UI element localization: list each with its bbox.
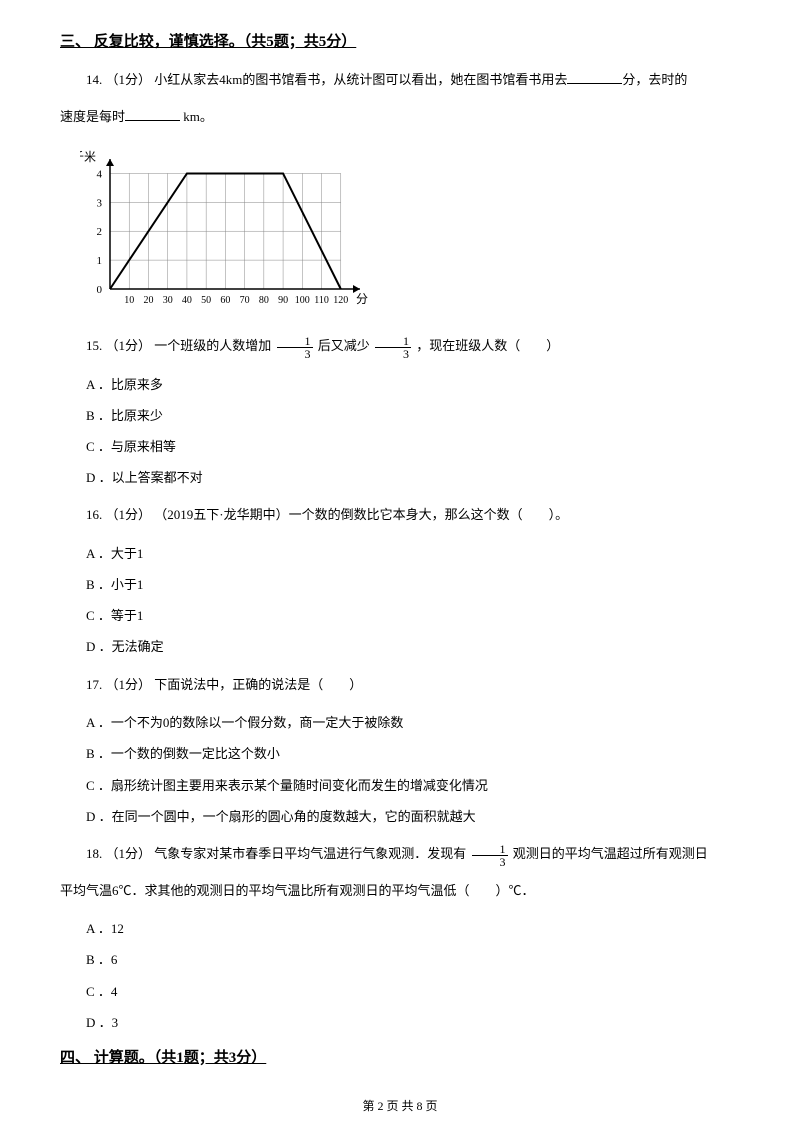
svg-text:100: 100 bbox=[295, 295, 310, 306]
q14-suffix: km。 bbox=[180, 109, 213, 124]
svg-text:80: 80 bbox=[259, 295, 269, 306]
q18-opt-a: A ．12 bbox=[86, 913, 740, 944]
svg-text:4: 4 bbox=[97, 169, 103, 181]
q16-opt-b: B ．小于1 bbox=[86, 569, 740, 600]
svg-text:2: 2 bbox=[97, 226, 103, 238]
q15-opt-b: B ．比原来少 bbox=[86, 400, 740, 431]
svg-text:40: 40 bbox=[182, 295, 192, 306]
svg-text:0: 0 bbox=[97, 284, 103, 296]
q15-opt-a: A ．比原来多 bbox=[86, 369, 740, 400]
q15-mid: 后又减少 bbox=[315, 338, 374, 353]
q14-blank-1 bbox=[567, 70, 622, 84]
q18-opt-b: B ．6 bbox=[86, 944, 740, 975]
q18-line2: 平均气温6℃．求其他的观测日的平均气温比所有观测日的平均气温低（ ）℃． bbox=[60, 877, 740, 906]
fraction-1-3-c: 13 bbox=[472, 843, 508, 868]
q15-opt-c: C ．与原来相等 bbox=[86, 431, 740, 462]
chart-svg: 0 1 2 3 4 10 20 30 40 50 60 70 80 90 100 110 120 千米分 bbox=[80, 139, 380, 309]
section-4-title: 四、 计算题。（共1题；共3分） bbox=[60, 1046, 740, 1070]
svg-text:60: 60 bbox=[220, 295, 230, 306]
svg-text:110: 110 bbox=[314, 295, 329, 306]
q17-opt-d: D ．在同一个圆中，一个扇形的圆心角的度数越大，它的面积就越大 bbox=[86, 801, 740, 832]
svg-text:50: 50 bbox=[201, 295, 211, 306]
q17-opt-b: B ．一个数的倒数一定比这个数小 bbox=[86, 738, 740, 769]
page-footer: 第 2 页 共 8 页 bbox=[0, 1097, 800, 1116]
q16-text: 16. （1分） （2019五下·龙华期中）一个数的倒数比它本身大，那么这个数（… bbox=[60, 501, 740, 530]
q18-options: A ．12 B ．6 C ．4 D ．3 bbox=[86, 913, 740, 1038]
fraction-1-3-b: 13 bbox=[375, 335, 411, 360]
svg-text:30: 30 bbox=[163, 295, 173, 306]
q15-text: 15. （1分） 一个班级的人数增加 13 后又减少 13 ，现在班级人数（ ） bbox=[60, 332, 740, 361]
svg-text:90: 90 bbox=[278, 295, 288, 306]
q17-options: A ．一个不为0的数除以一个假分数，商一定大于被除数 B ．一个数的倒数一定比这… bbox=[86, 707, 740, 832]
q18-prefix: 18. （1分） 气象专家对某市春季日平均气温进行气象观测．发现有 bbox=[86, 846, 470, 861]
svg-text:120: 120 bbox=[333, 295, 348, 306]
q16-options: A ．大于1 B ．小于1 C ．等于1 D ．无法确定 bbox=[86, 538, 740, 663]
q14-mid: 分，去时的 bbox=[622, 72, 687, 87]
q14-text: 14. （1分） 小红从家去4km的图书馆看书，从统计图可以看出，她在图书馆看书… bbox=[60, 66, 740, 95]
q16-opt-a: A ．大于1 bbox=[86, 538, 740, 569]
q16-opt-c: C ．等于1 bbox=[86, 600, 740, 631]
q14-blank-2 bbox=[125, 107, 180, 121]
q15-options: A ．比原来多 B ．比原来少 C ．与原来相等 D ．以上答案都不对 bbox=[86, 369, 740, 494]
svg-text:千米: 千米 bbox=[80, 150, 96, 164]
q18-text: 18. （1分） 气象专家对某市春季日平均气温进行气象观测．发现有 13 观测日… bbox=[60, 840, 740, 869]
q14-prefix: 14. （1分） 小红从家去4km的图书馆看书，从统计图可以看出，她在图书馆看书… bbox=[86, 72, 567, 87]
q18-mid: 观测日的平均气温超过所有观测日 bbox=[510, 846, 708, 861]
q15-suffix: ，现在班级人数（ ） bbox=[413, 338, 559, 353]
section-3-title: 三、 反复比较，谨慎选择。（共5题；共5分） bbox=[60, 30, 740, 54]
q16-opt-d: D ．无法确定 bbox=[86, 631, 740, 662]
svg-text:10: 10 bbox=[124, 295, 134, 306]
svg-text:分: 分 bbox=[356, 292, 368, 306]
q15-prefix: 15. （1分） 一个班级的人数增加 bbox=[86, 338, 275, 353]
svg-text:1: 1 bbox=[97, 255, 103, 267]
fraction-1-3-a: 13 bbox=[277, 335, 313, 360]
q14-line2-text: 速度是每时 bbox=[60, 109, 125, 124]
q14-line2: 速度是每时 km。 bbox=[60, 103, 740, 132]
q17-text: 17. （1分） 下面说法中，正确的说法是（ ） bbox=[60, 671, 740, 700]
q18-opt-c: C ．4 bbox=[86, 976, 740, 1007]
q15-opt-d: D ．以上答案都不对 bbox=[86, 462, 740, 493]
q17-opt-c: C ．扇形统计图主要用来表示某个量随时间变化而发生的增减变化情况 bbox=[86, 770, 740, 801]
svg-text:3: 3 bbox=[97, 198, 103, 210]
q14-chart: 0 1 2 3 4 10 20 30 40 50 60 70 80 90 100 110 120 千米分 bbox=[80, 139, 740, 316]
svg-text:20: 20 bbox=[143, 295, 153, 306]
q17-opt-a: A ．一个不为0的数除以一个假分数，商一定大于被除数 bbox=[86, 707, 740, 738]
q18-opt-d: D ．3 bbox=[86, 1007, 740, 1038]
svg-text:70: 70 bbox=[240, 295, 250, 306]
